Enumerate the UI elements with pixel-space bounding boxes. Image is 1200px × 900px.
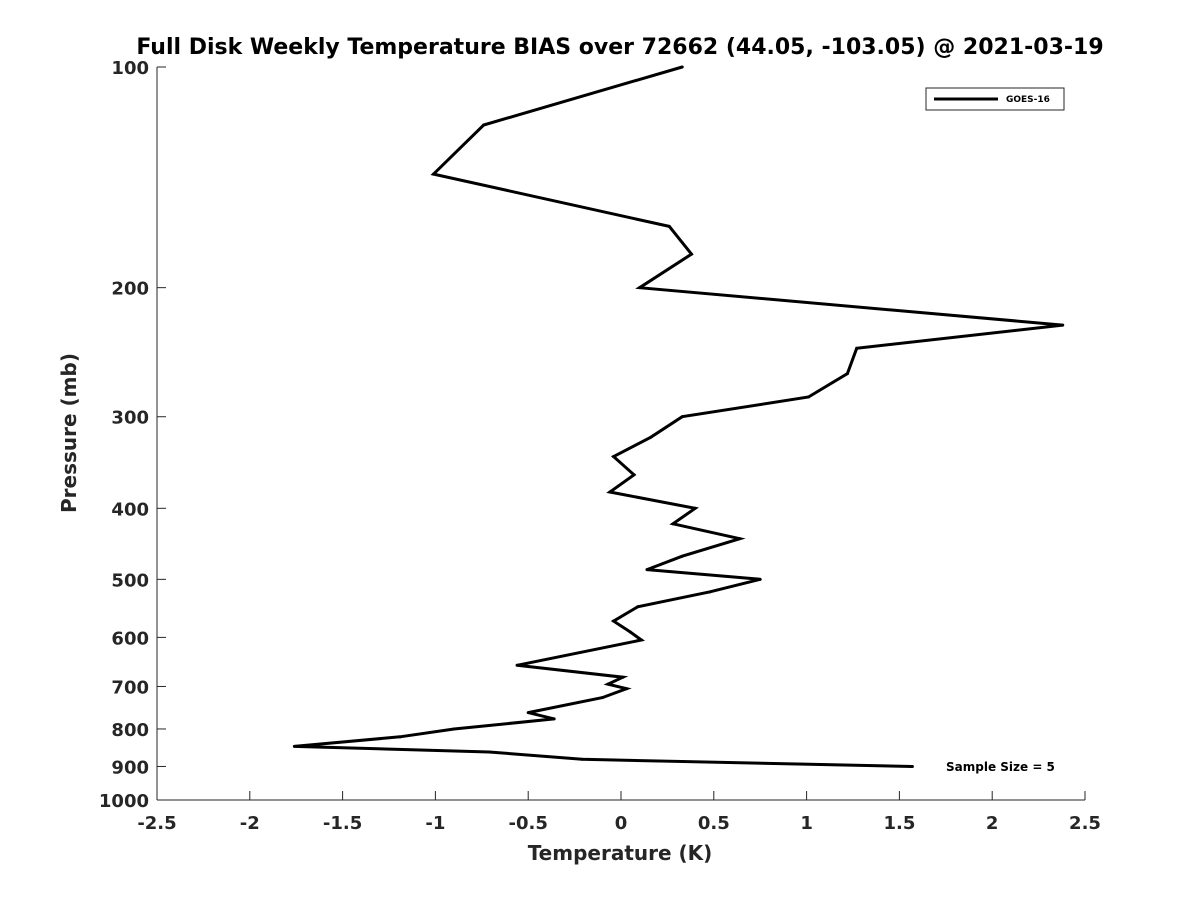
legend-entry-goes16: GOES-16 <box>1006 95 1050 105</box>
data-point <box>680 554 684 558</box>
data-point <box>649 435 653 439</box>
data-point <box>398 735 402 739</box>
data-point <box>910 764 914 768</box>
plot-area: -2.5 -2 -1.5 -1 -0.5 0 0.5 1 1.5 2 2.5 100 200 300 40… <box>99 58 1101 834</box>
data-point <box>432 172 436 176</box>
y-tick-label: 400 <box>111 499 149 520</box>
chart-title: Full Disk Weekly Temperature BIAS over 7… <box>136 35 1103 60</box>
data-point <box>639 638 643 642</box>
data-point <box>855 346 859 350</box>
data-point <box>452 727 456 731</box>
y-tick-label: 900 <box>111 757 149 778</box>
legend: GOES-16 <box>925 87 1065 111</box>
data-point <box>690 252 694 256</box>
y-tick-label: 800 <box>111 720 149 741</box>
series-layer <box>292 65 1065 768</box>
x-tick-label: -0.5 <box>509 813 548 834</box>
data-point <box>621 675 625 679</box>
x-tick-label: -1 <box>425 813 445 834</box>
y-tick-label: 500 <box>111 570 149 591</box>
data-point <box>628 630 632 634</box>
x-tick-label: 0.5 <box>698 813 730 834</box>
y-tick-label: 1000 <box>99 791 149 812</box>
y-tick-label: 300 <box>111 408 149 429</box>
y-axis-ticks: 100 200 300 400 500 600 700 800 900 1000 <box>99 58 166 812</box>
data-point <box>612 455 616 459</box>
x-tick-label: -2.5 <box>137 813 176 834</box>
data-point <box>608 490 612 494</box>
data-point <box>708 590 712 594</box>
x-tick-label: 2.5 <box>1069 813 1101 834</box>
data-point <box>625 687 629 691</box>
data-point <box>693 506 697 510</box>
x-tick-label: 1.5 <box>883 813 915 834</box>
data-point <box>600 696 604 700</box>
data-point <box>612 619 616 623</box>
data-point <box>645 568 649 572</box>
data-point <box>580 757 584 761</box>
x-tick-label: 1 <box>800 813 813 834</box>
y-tick-label: 100 <box>111 58 149 79</box>
x-tick-label: -1.5 <box>323 813 362 834</box>
x-axis-ticks: -2.5 -2 -1.5 -1 -0.5 0 0.5 1 1.5 2 2.5 <box>137 791 1101 834</box>
sample-size-annotation: Sample Size = 5 <box>946 760 1055 774</box>
data-point <box>526 711 530 715</box>
data-point <box>738 537 742 541</box>
data-point <box>845 372 849 376</box>
data-point <box>758 577 762 581</box>
data-point <box>552 717 556 721</box>
data-point <box>292 744 296 748</box>
data-point <box>1061 323 1065 327</box>
x-tick-label: -2 <box>240 813 260 834</box>
y-tick-label: 200 <box>111 279 149 300</box>
data-point <box>487 750 491 754</box>
data-point <box>667 224 671 228</box>
data-point <box>482 123 486 127</box>
x-tick-label: 0 <box>615 813 628 834</box>
data-point <box>680 415 684 419</box>
x-axis-label: Temperature (K) <box>528 841 713 865</box>
y-tick-label: 600 <box>111 628 149 649</box>
data-point <box>806 395 810 399</box>
y-axis-label: Pressure (mb) <box>57 353 81 513</box>
data-point <box>671 522 675 526</box>
x-tick-label: 2 <box>986 813 999 834</box>
data-point <box>606 682 610 686</box>
data-point <box>680 65 684 69</box>
data-point <box>515 663 519 667</box>
data-point <box>632 473 636 477</box>
data-point <box>636 605 640 609</box>
y-tick-label: 700 <box>111 677 149 698</box>
data-point <box>638 286 642 290</box>
